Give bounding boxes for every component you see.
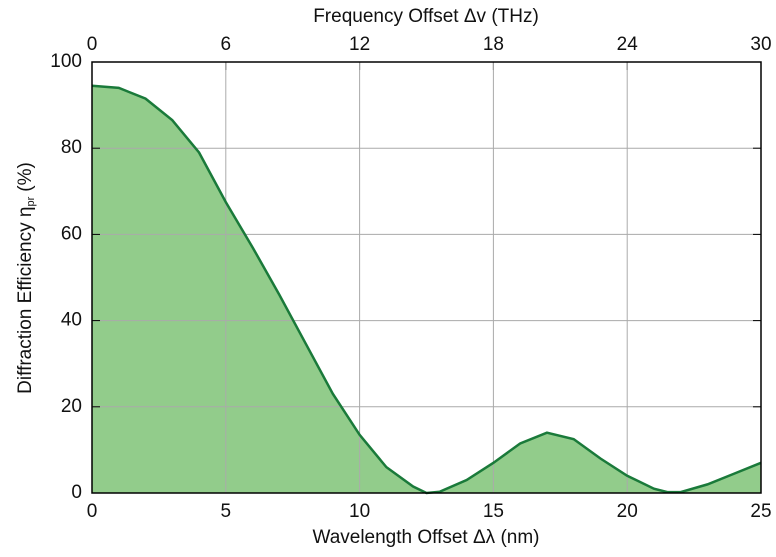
y-axis-label: Diffraction Efficiency ηpr (%) [15,162,37,394]
y-label-unit: (%) [15,162,36,192]
x2-tick-label: 0 [87,34,98,55]
x-tick-label: 10 [349,501,370,522]
y-tick-label: 0 [71,482,82,503]
y-tick-label: 20 [61,396,82,417]
x2-axis-label: Frequency Offset Δv (THz) [313,6,539,27]
y-label-sub: pr [25,196,37,206]
x-tick-label: 15 [483,501,504,522]
y-tick-label: 40 [61,310,82,331]
y-tick-label: 80 [61,137,82,158]
x2-tick-label: 18 [483,34,504,55]
x2-tick-label: 24 [617,34,639,55]
x-tick-label: 25 [750,501,771,522]
y-label-main: Diffraction Efficiency η [15,207,36,394]
area [92,85,761,493]
x-tick-label: 5 [221,501,232,522]
plot-frame [91,61,762,494]
x-tick-label: 0 [87,501,98,522]
x-axis-label: Wavelength Offset Δλ (nm) [312,527,539,548]
x2-tick-label: 12 [349,34,370,55]
y-tick-label: 100 [50,51,82,72]
x2-tick-label: 30 [750,34,771,55]
x-tick-label: 20 [617,501,638,522]
x2-tick-label: 6 [221,34,232,55]
y-tick-label: 60 [61,223,82,244]
